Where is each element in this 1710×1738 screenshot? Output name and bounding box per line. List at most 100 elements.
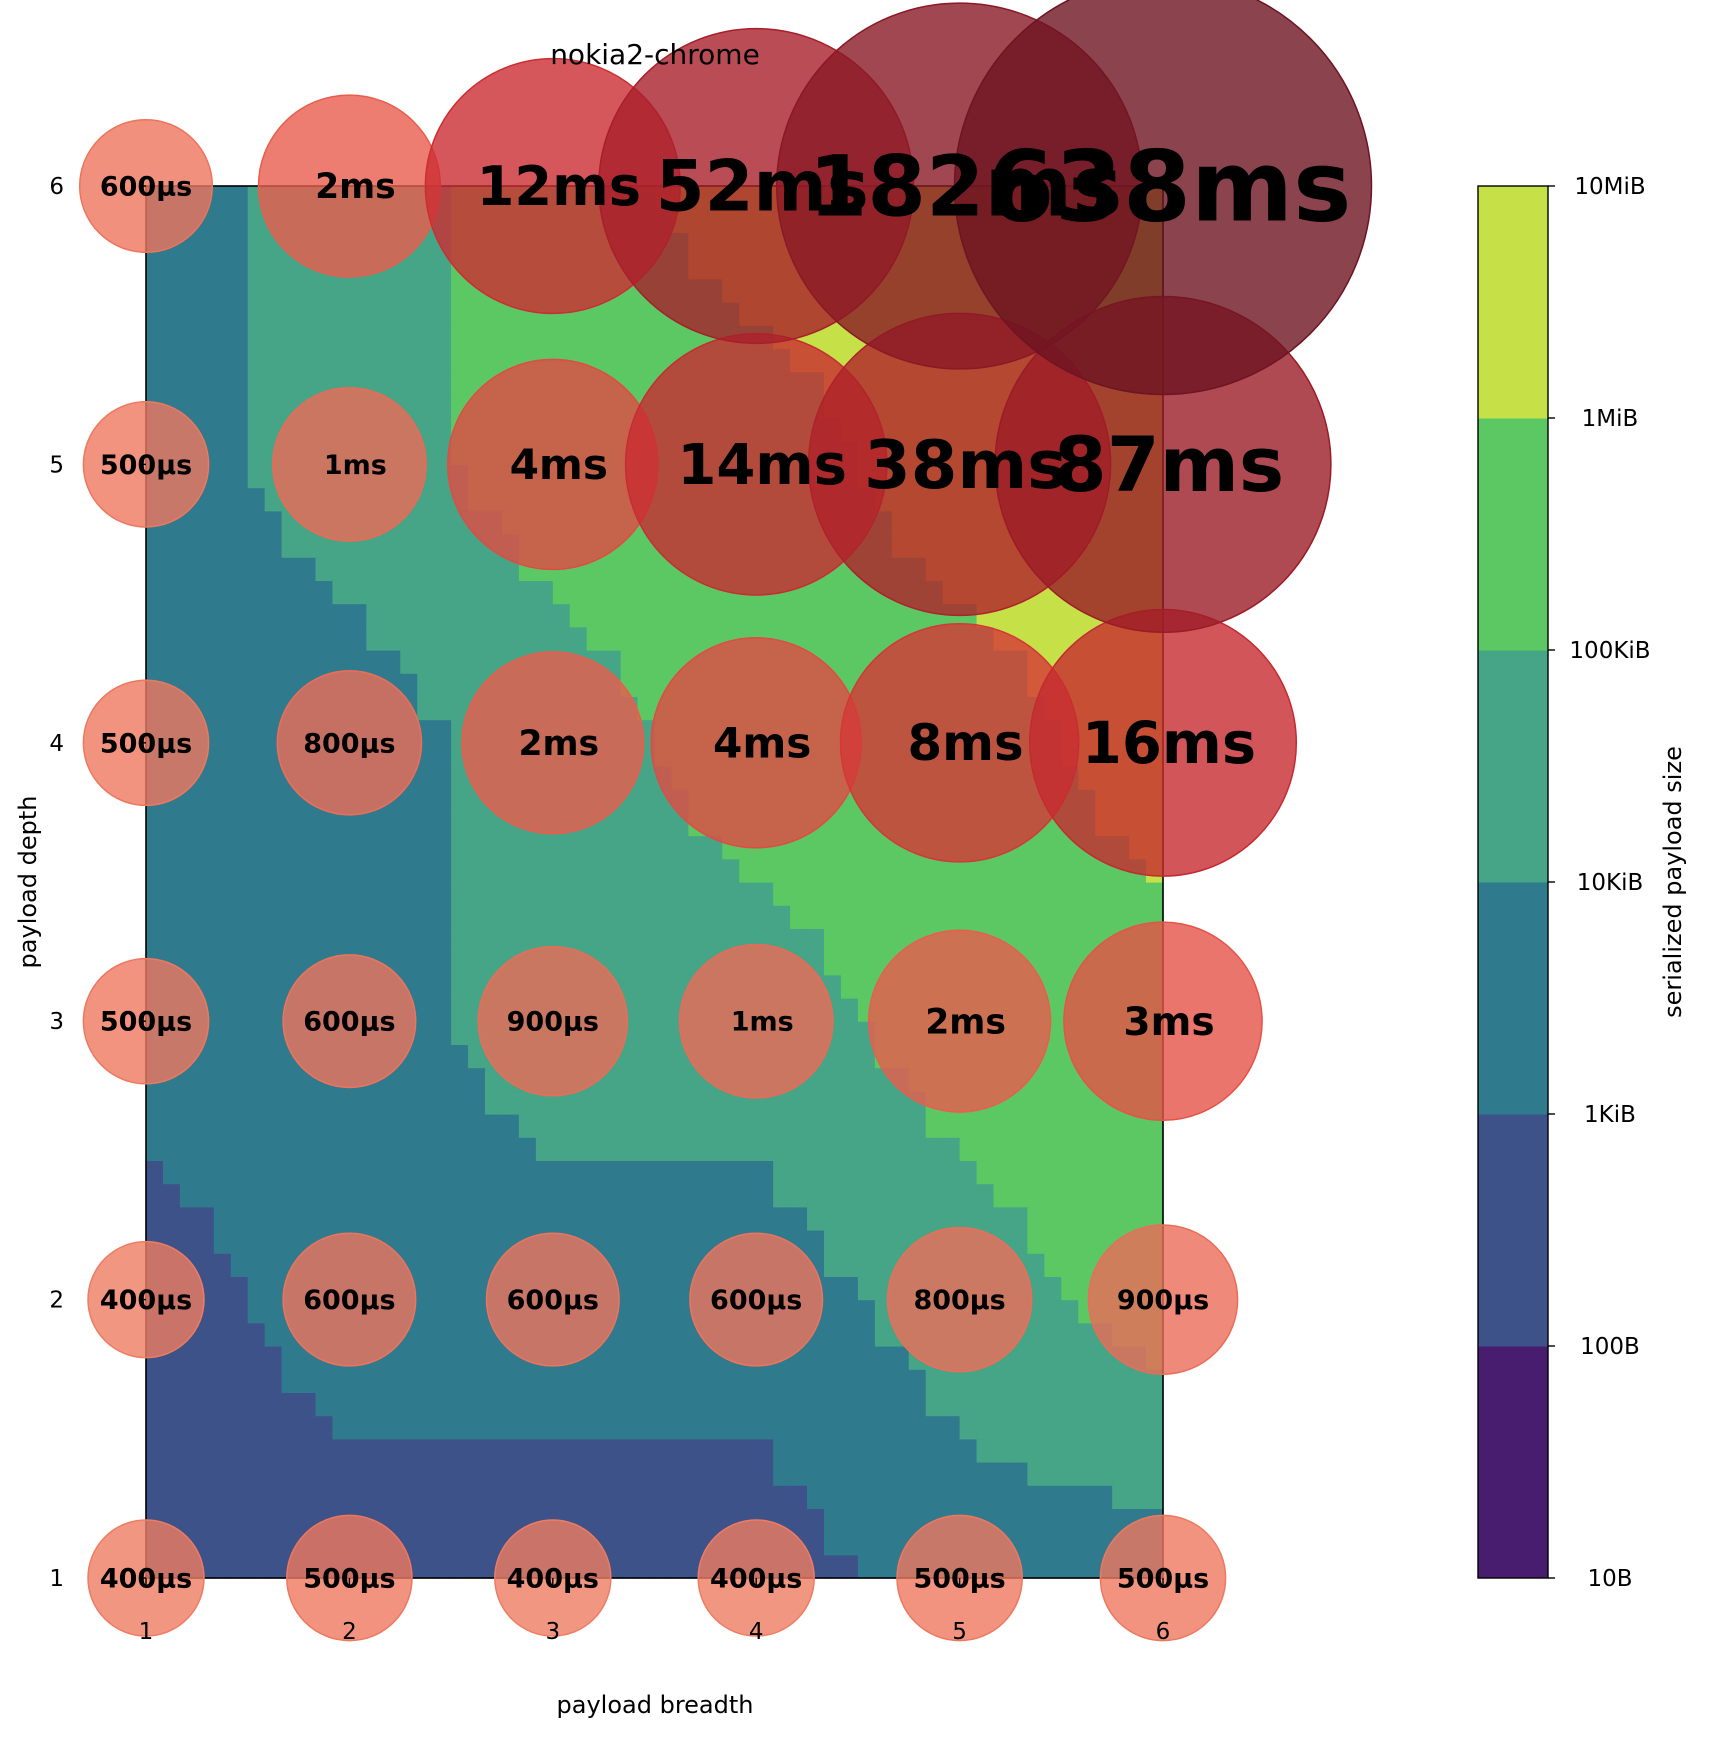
contour-cell (383, 325, 401, 349)
contour-cell (1095, 1160, 1113, 1185)
contour-cell (603, 928, 622, 953)
contour-cell (1027, 1183, 1045, 1208)
contour-cell (535, 858, 554, 883)
contour-cell (739, 1114, 757, 1138)
contour-cell (807, 835, 825, 860)
contour-cell (417, 835, 435, 860)
contour-cell (196, 1253, 215, 1277)
contour-cell (518, 603, 537, 628)
contour-cell (637, 1230, 656, 1254)
contour-cell (874, 1485, 893, 1509)
contour-cell (434, 1508, 452, 1533)
contour-cell (637, 1438, 656, 1463)
contour-cell (213, 1322, 232, 1347)
contour-cell (501, 626, 520, 651)
contour-cell (179, 534, 198, 558)
contour-cell (942, 1415, 961, 1440)
contour-cell (434, 325, 452, 349)
contour-cell (451, 1322, 469, 1347)
contour-cell (230, 1253, 249, 1277)
contour-cell (705, 603, 723, 628)
contour-cell (230, 1346, 249, 1370)
contour-cell (434, 998, 452, 1022)
contour-cell (1044, 1206, 1062, 1231)
contour-cell (1146, 1137, 1164, 1161)
contour-cell (451, 1415, 469, 1440)
contour-cell (874, 1230, 893, 1254)
contour-cell (1044, 1090, 1062, 1115)
contour-cell (230, 650, 249, 674)
contour-cell (722, 1485, 740, 1509)
bubble-label: 500µs (100, 1007, 192, 1038)
contour-cell (230, 209, 249, 233)
colorbar-label: serialized payload size (1659, 746, 1687, 1018)
contour-cell (637, 1090, 656, 1115)
contour-cell (349, 928, 367, 953)
contour-cell (654, 1369, 673, 1393)
contour-cell (213, 998, 232, 1022)
contour-cell (247, 928, 266, 953)
contour-cell (434, 510, 452, 535)
contour-cell (959, 1206, 978, 1231)
contour-cell (874, 1160, 893, 1185)
contour-cell (874, 626, 893, 651)
contour-cell (773, 603, 791, 628)
contour-cell (400, 812, 418, 837)
contour-cell (468, 1114, 486, 1138)
contour-cell (874, 1554, 893, 1579)
contour-cell (196, 928, 215, 953)
contour-cell (942, 1183, 961, 1208)
contour-cell (654, 1206, 673, 1231)
contour-cell (857, 1160, 876, 1185)
contour-cell (162, 882, 181, 906)
contour-cell (637, 1114, 656, 1138)
contour-cell (637, 1346, 656, 1370)
contour-cell (264, 951, 283, 976)
contour-cell (264, 905, 283, 929)
contour-cell (1095, 1206, 1113, 1231)
contour-cell (417, 650, 435, 674)
contour-cell (298, 557, 317, 581)
contour-cell (705, 858, 723, 883)
contour-cell (1078, 1137, 1096, 1161)
contour-cell (688, 1160, 706, 1185)
contour-cell (637, 302, 656, 326)
contour-cell (688, 1137, 706, 1161)
contour-cell (196, 278, 215, 303)
contour-cell (1095, 1183, 1113, 1208)
contour-cell (518, 1183, 537, 1208)
contour-cell (264, 673, 283, 697)
contour-cell (230, 858, 249, 883)
contour-cell (298, 325, 317, 349)
contour-cell (807, 1531, 825, 1556)
contour-cell (637, 650, 656, 674)
contour-cell (383, 835, 401, 860)
contour-cell (162, 1137, 181, 1161)
contour-cell (1010, 1183, 1028, 1208)
contour-cell (179, 673, 198, 697)
contour-cell (247, 650, 266, 674)
contour-cell (247, 278, 266, 303)
contour-cell (247, 1508, 266, 1533)
contour-cell (451, 557, 469, 581)
contour-cell (739, 1160, 757, 1185)
contour-cell (807, 1160, 825, 1185)
contour-cell (976, 1392, 995, 1417)
contour-cell (637, 325, 656, 349)
contour-cell (400, 650, 418, 674)
contour-cell (501, 1508, 520, 1533)
contour-cell (485, 1508, 503, 1533)
contour-cell (383, 1508, 401, 1533)
contour-cell (501, 858, 520, 883)
contour-cell (213, 1183, 232, 1208)
contour-cell (603, 1067, 622, 1092)
contour-cell (417, 626, 435, 651)
contour-cell (671, 603, 689, 628)
contour-cell (332, 278, 350, 303)
contour-cell (535, 580, 554, 605)
contour-cell (349, 278, 367, 303)
contour-cell (840, 1137, 859, 1161)
contour-cell (332, 325, 350, 349)
contour-cell (298, 603, 317, 628)
contour-cell (1010, 1206, 1028, 1231)
